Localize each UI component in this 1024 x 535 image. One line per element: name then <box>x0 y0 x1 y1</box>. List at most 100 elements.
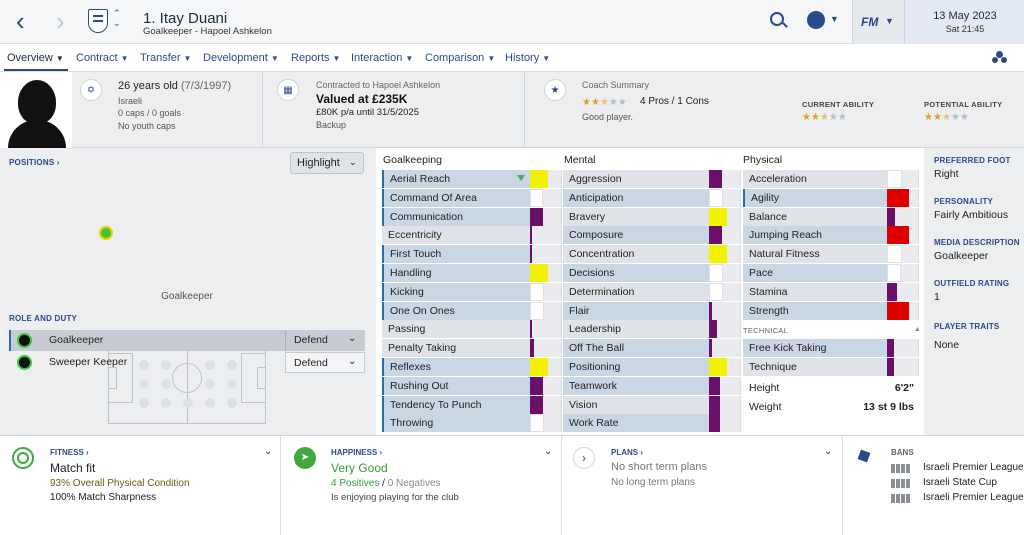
outfield-rating: 1 <box>934 291 940 303</box>
attribute-row[interactable]: Aerial Reach <box>382 170 530 188</box>
attribute-row[interactable]: Stamina <box>743 283 887 301</box>
attribute-row[interactable]: Composure <box>563 226 709 244</box>
goalkeeper-position-marker[interactable] <box>99 226 113 240</box>
attribute-row[interactable]: Decisions <box>563 264 709 282</box>
attribute-row[interactable]: Technique <box>743 358 887 376</box>
duty-dropdown[interactable]: Defend ⌄ <box>285 352 365 373</box>
nationality[interactable]: Israeli <box>118 96 143 106</box>
preferred-foot: Right <box>934 168 959 180</box>
attribute-row[interactable]: Flair <box>563 302 709 320</box>
attribute-row[interactable]: Penalty Taking <box>382 339 530 357</box>
fitness-link[interactable]: FITNESS › <box>50 448 89 457</box>
attribute-level-fill <box>709 377 720 395</box>
attribute-row[interactable]: Positioning <box>563 358 709 376</box>
tab-reports[interactable]: Reports ▼ <box>291 52 341 64</box>
attribute-value-bar <box>709 226 741 244</box>
search-icon[interactable] <box>770 12 788 28</box>
back-arrow-icon[interactable]: ‹ <box>16 6 25 36</box>
tab-development[interactable]: Development ▼ <box>203 52 279 64</box>
attribute-row[interactable]: Communication <box>382 208 530 226</box>
forward-arrow-icon[interactable]: › <box>56 6 65 36</box>
attribute-row[interactable]: Off The Ball <box>563 339 709 357</box>
attribute-row[interactable]: Work Rate <box>563 414 709 432</box>
attribute-row[interactable]: Vision <box>563 396 709 414</box>
attribute-row[interactable]: Handling <box>382 264 530 282</box>
role-row-sweeper-keeper[interactable]: Sweeper Keeper Defend ⌄ <box>9 352 365 373</box>
attribute-level-fill <box>709 414 720 432</box>
player-subtitle[interactable]: Goalkeeper - Hapoel Ashkelon <box>143 26 272 37</box>
tab-overview[interactable]: Overview ▼ <box>7 52 64 64</box>
attribute-row[interactable]: Rushing Out <box>382 377 530 395</box>
attribute-value-bar <box>887 283 919 301</box>
tab-comparison[interactable]: Comparison ▼ <box>425 52 496 64</box>
attribute-row[interactable]: Reflexes <box>382 358 530 376</box>
attribute-name: Positioning <box>569 361 621 373</box>
positions-link[interactable]: POSITIONS › <box>9 158 60 167</box>
chevron-down-icon[interactable]: ⌄ <box>824 446 833 457</box>
attribute-row[interactable]: Balance <box>743 208 887 226</box>
attribute-row[interactable]: Kicking <box>382 283 530 301</box>
duty-dropdown[interactable]: Defend ⌄ <box>285 330 365 351</box>
attribute-row[interactable]: Aggression <box>563 170 709 188</box>
attribute-row[interactable]: Leadership <box>563 320 709 338</box>
globe-icon[interactable] <box>807 11 825 29</box>
attribute-level-fill <box>530 339 534 357</box>
attribute-name: Penalty Taking <box>388 342 457 354</box>
plans-link[interactable]: PLANS › <box>611 448 644 457</box>
attribute-name: Communication <box>390 211 463 223</box>
chevron-down-icon: ⌄ <box>349 157 357 167</box>
current-date: 13 May 2023 <box>933 10 997 22</box>
highlight-dropdown[interactable]: Highlight ⌄ <box>290 152 364 174</box>
chevron-down-icon[interactable]: ⌄ <box>264 446 273 457</box>
collapse-icon[interactable]: ▲ <box>914 326 921 333</box>
chevron-right-icon: › <box>573 447 595 469</box>
tab-history[interactable]: History ▼ <box>505 52 551 64</box>
chevron-down-icon[interactable]: ▼ <box>830 14 839 24</box>
attribute-row[interactable]: Concentration <box>563 245 709 263</box>
star-icon: ★ <box>599 97 609 108</box>
contract-label[interactable]: Contracted to Hapoel Ashkelon <box>316 80 441 90</box>
tab-transfer[interactable]: Transfer ▼ <box>140 52 192 64</box>
attribute-value-bar <box>530 245 562 263</box>
attribute-row[interactable]: Free Kick Taking <box>743 339 887 357</box>
attribute-row[interactable]: Jumping Reach <box>743 226 887 244</box>
ban-pips-icon <box>891 494 911 503</box>
date-panel[interactable]: 13 May 2023 Sat 21:45 <box>904 0 1024 44</box>
attribute-row[interactable]: Eccentricity <box>382 226 530 244</box>
attribute-row[interactable]: Tendency To Punch <box>382 396 530 414</box>
personality[interactable]: Fairly Ambitious <box>934 209 1009 221</box>
fm-menu-button[interactable]: FM ▼ <box>852 0 904 44</box>
happiness-link[interactable]: HAPPINESS › <box>331 448 383 457</box>
chevron-down-icon[interactable]: ⌄ <box>544 446 553 457</box>
attribute-row[interactable]: One On Ones <box>382 302 530 320</box>
attribute-name: Flair <box>569 305 590 317</box>
pros-cons[interactable]: 4 Pros / 1 Cons <box>640 96 709 107</box>
attribute-row[interactable]: First Touch <box>382 245 530 263</box>
role-row-goalkeeper[interactable]: Goalkeeper Defend ⌄ <box>9 330 365 351</box>
attribute-row[interactable]: Agility <box>743 189 887 207</box>
club-crest-icon[interactable] <box>88 9 108 33</box>
tab-contract[interactable]: Contract ▼ <box>76 52 129 64</box>
player-traits-label: PLAYER TRAITS <box>934 322 1000 331</box>
attribute-row[interactable]: Bravery <box>563 208 709 226</box>
attribute-value-bar <box>887 170 919 188</box>
attribute-name: Composure <box>569 229 624 241</box>
squad-icon[interactable] <box>992 51 1008 65</box>
attribute-row[interactable]: Teamwork <box>563 377 709 395</box>
attribute-row[interactable]: Passing <box>382 320 530 338</box>
attribute-row[interactable]: Strength <box>743 302 887 320</box>
attribute-level-fill <box>887 226 909 244</box>
attribute-row[interactable]: Throwing <box>382 414 530 432</box>
attribute-value-bar <box>709 264 741 282</box>
attribute-row[interactable]: Natural Fitness <box>743 245 887 263</box>
attribute-name: Aggression <box>569 173 622 185</box>
attribute-row[interactable]: Pace <box>743 264 887 282</box>
role-icon <box>17 333 32 348</box>
attribute-row[interactable]: Determination <box>563 283 709 301</box>
attribute-row[interactable]: Acceleration <box>743 170 887 188</box>
attribute-row[interactable]: Anticipation <box>563 189 709 207</box>
tab-interaction[interactable]: Interaction ▼ <box>351 52 414 64</box>
coach-summary-label[interactable]: Coach Summary <box>582 80 650 90</box>
attribute-row[interactable]: Command Of Area <box>382 189 530 207</box>
player-switch-icon[interactable]: ⌃ ⌄ <box>113 8 121 28</box>
